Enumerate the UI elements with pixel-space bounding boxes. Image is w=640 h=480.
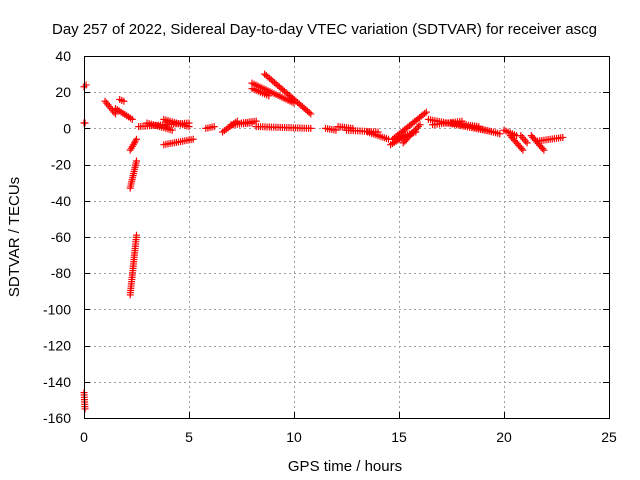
y-tick-label: -20	[51, 157, 71, 173]
data-point	[265, 92, 273, 100]
data-point	[540, 146, 548, 154]
data-point	[518, 145, 525, 153]
x-axis-label: GPS time / hours	[288, 458, 402, 475]
chart-title: Day 257 of 2022, Sidereal Day-to-day VTE…	[52, 21, 597, 38]
data-point	[305, 108, 313, 116]
data-points	[80, 70, 567, 413]
y-tick-label: -60	[51, 229, 71, 245]
x-tick-label: 0	[80, 429, 88, 445]
y-tick-label: -160	[43, 410, 71, 426]
data-point	[307, 124, 315, 132]
y-axis-label: SDTVAR / TECUs	[6, 177, 23, 297]
y-tick-label: -40	[51, 193, 71, 209]
data-point	[81, 405, 89, 413]
data-point	[523, 139, 531, 147]
data-point	[410, 127, 418, 135]
y-tick-label: -100	[43, 301, 71, 317]
data-point	[559, 133, 567, 141]
data-point	[413, 124, 421, 132]
x-tick-label: 10	[286, 429, 302, 445]
data-point	[404, 134, 412, 142]
data-point	[402, 136, 410, 144]
data-point	[189, 135, 197, 143]
data-point	[133, 135, 140, 143]
y-tick-label: 0	[63, 120, 71, 136]
data-point	[405, 132, 413, 140]
data-point	[401, 137, 409, 145]
y-tick-label: -80	[51, 265, 71, 281]
data-point	[120, 97, 128, 105]
data-point	[519, 146, 527, 154]
x-tick-label: 5	[185, 429, 193, 445]
data-point	[185, 123, 193, 131]
data-point	[399, 139, 407, 147]
data-point	[421, 109, 429, 117]
data-point	[411, 126, 419, 134]
x-tick-label: 15	[391, 429, 407, 445]
data-point	[82, 81, 90, 89]
x-tick-label: 20	[496, 429, 512, 445]
data-point	[407, 131, 415, 139]
data-point	[408, 129, 416, 137]
data-point	[539, 145, 546, 153]
data-point	[332, 126, 340, 134]
data-point	[416, 121, 424, 129]
y-tick-label: 20	[55, 84, 71, 100]
data-point	[133, 231, 140, 239]
data-point	[422, 108, 430, 116]
data-point	[128, 115, 136, 123]
grid	[84, 56, 609, 418]
data-point	[307, 110, 315, 118]
y-tick-label: -140	[43, 374, 71, 390]
x-tick-label: 25	[601, 429, 617, 445]
axis-ticks: 0 5 10 15 20 25 -160 -140 -120 -100 -80 -60 -40 -20 0 2…	[43, 48, 617, 445]
data-point	[496, 130, 504, 138]
data-point	[210, 123, 218, 131]
data-point	[133, 157, 140, 165]
y-tick-label: 40	[55, 48, 71, 64]
data-point	[81, 119, 89, 127]
y-tick-label: -120	[43, 338, 71, 354]
data-point	[168, 126, 176, 134]
data-point	[414, 122, 422, 130]
